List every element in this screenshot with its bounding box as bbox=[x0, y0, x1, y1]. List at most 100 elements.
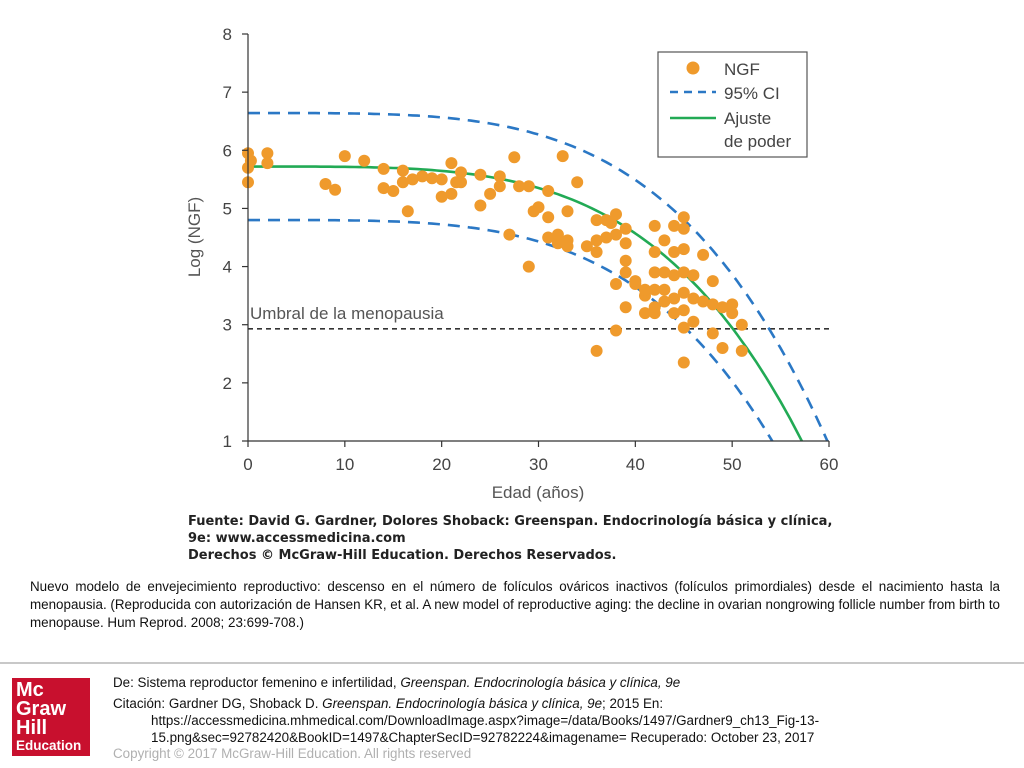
axes: Log (NGF) Edad (años) 1 2 3 4 5 6 7 8 0 10 20 30 40 5… bbox=[185, 25, 838, 502]
legend-ngf-label: NGF bbox=[724, 60, 760, 79]
footer-from-prefix: De: Sistema reproductor femenino e infer… bbox=[113, 675, 401, 690]
ngf-data-point bbox=[648, 219, 661, 232]
ngf-data-point bbox=[629, 275, 642, 288]
ngf-data-point bbox=[726, 307, 739, 320]
ngf-data-point bbox=[338, 150, 351, 163]
mcgraw-hill-logo: Mc Graw Hill Education bbox=[12, 678, 90, 756]
ngf-data-point bbox=[668, 269, 681, 282]
logo-line-1: Mc bbox=[16, 679, 44, 701]
x-tick-label: 10 bbox=[335, 455, 354, 474]
ngf-data-point bbox=[445, 187, 458, 200]
footer-citation-prefix: Citación: Gardner DG, Shoback D bbox=[113, 696, 315, 711]
legend-fit-label-line2: de poder bbox=[724, 132, 791, 151]
power-fit-curve bbox=[248, 165, 804, 441]
ngf-data-point bbox=[513, 180, 526, 193]
ngf-data-point bbox=[590, 246, 603, 258]
ngf-data-point bbox=[600, 231, 613, 244]
ngf-data-point bbox=[735, 318, 748, 331]
footer-citation: Citación: Gardner DG, Shoback D. Greensp… bbox=[113, 696, 663, 711]
footer-from: De: Sistema reproductor femenino e infer… bbox=[113, 675, 680, 690]
ngf-data-point bbox=[455, 166, 467, 179]
ngf-data-point bbox=[648, 246, 661, 258]
ngf-data-point bbox=[396, 176, 409, 189]
ngf-data-point bbox=[668, 307, 681, 320]
ngf-data-point bbox=[542, 211, 555, 224]
ngf-data-point bbox=[716, 301, 729, 314]
ngf-data-point bbox=[551, 228, 564, 241]
ngf-data-point bbox=[329, 183, 342, 196]
ngf-data-point bbox=[377, 182, 390, 195]
ngf-data-point bbox=[726, 298, 739, 311]
ngf-data-point bbox=[319, 178, 332, 190]
menopause-threshold-label: Umbral de la menopausia bbox=[250, 304, 444, 323]
ngf-data-point bbox=[542, 185, 555, 197]
ngf-data-point bbox=[244, 154, 257, 167]
ngf-data-point bbox=[648, 266, 661, 279]
ngf-data-point bbox=[619, 266, 632, 279]
ngf-data-point bbox=[668, 219, 681, 232]
ngf-data-point bbox=[706, 275, 719, 288]
ngf-data-point bbox=[605, 217, 618, 229]
ngf-data-point bbox=[561, 234, 574, 247]
ngf-data-point bbox=[716, 342, 729, 354]
ngf-data-point bbox=[508, 151, 521, 164]
footer-citation-rest: ; 2015 En: bbox=[602, 696, 664, 711]
ngf-data-point bbox=[677, 266, 690, 279]
ngf-data-point bbox=[396, 164, 409, 177]
footer-url-line-2: 15.png&sec=92782420&BookID=1497&ChapterS… bbox=[151, 730, 815, 745]
ngf-data-point bbox=[571, 176, 584, 189]
ngf-data-point bbox=[658, 295, 671, 308]
ngf-data-point bbox=[619, 301, 632, 314]
y-tick-label: 2 bbox=[223, 374, 232, 393]
ngf-data-point bbox=[648, 283, 661, 296]
ngf-data-point bbox=[677, 356, 690, 369]
ngf-data-point bbox=[706, 298, 719, 311]
ngf-data-point bbox=[261, 147, 274, 160]
y-tick-label: 6 bbox=[223, 141, 232, 160]
ngf-data-point bbox=[474, 199, 487, 212]
ngf-data-point bbox=[697, 295, 710, 308]
logo-line-4: Education bbox=[16, 738, 82, 753]
y-tick-label: 1 bbox=[223, 432, 232, 451]
ngf-data-point bbox=[435, 190, 448, 203]
ngf-data-point bbox=[610, 278, 622, 290]
ngf-data-point bbox=[610, 324, 622, 337]
ngf-data-point bbox=[687, 315, 700, 328]
footer-url-line-1: https://accessmedicina.mhmedical.com/Dow… bbox=[151, 713, 820, 728]
footer-citation-sep: . bbox=[314, 696, 323, 711]
x-axis-label: Edad (años) bbox=[492, 483, 585, 502]
logo-line-2: Graw bbox=[16, 698, 67, 720]
legend-box bbox=[657, 51, 808, 158]
ngf-data-point bbox=[580, 240, 593, 253]
ngf-data-point bbox=[484, 187, 497, 200]
x-tick-label: 20 bbox=[432, 455, 451, 474]
ngf-data-point bbox=[493, 170, 506, 183]
footer-citation-book: Greenspan. Endocrinología básica y clíni… bbox=[322, 696, 603, 711]
source-line-2: 9e: www.accessmedicina.com bbox=[188, 531, 406, 546]
ngf-data-point bbox=[677, 222, 690, 235]
ngf-data-point bbox=[358, 154, 371, 167]
x-tick-label: 60 bbox=[820, 455, 839, 474]
x-tick-label: 40 bbox=[626, 455, 645, 474]
ngf-data-point bbox=[435, 173, 448, 186]
plot-area: Umbral de la menopausia bbox=[242, 111, 829, 441]
ngf-data-point bbox=[561, 205, 574, 218]
footer-from-book: Greenspan. Endocrinología básica y clíni… bbox=[400, 675, 681, 690]
x-tick-label: 50 bbox=[723, 455, 742, 474]
ngf-data-point bbox=[706, 327, 719, 340]
ngf-data-point bbox=[658, 266, 671, 279]
ngf-data-point bbox=[677, 243, 690, 256]
legend-fit-label: Ajuste bbox=[724, 109, 771, 128]
y-tick-label: 3 bbox=[223, 316, 232, 335]
x-tick-label: 0 bbox=[243, 455, 252, 474]
ngf-data-point bbox=[735, 344, 748, 357]
ngf-data-point bbox=[377, 162, 390, 175]
y-tick-label: 5 bbox=[223, 199, 232, 218]
x-tick-label: 30 bbox=[529, 455, 548, 474]
source-line-3: Derechos © McGraw-Hill Education. Derech… bbox=[188, 548, 617, 563]
ngf-data-point bbox=[455, 176, 467, 189]
ngf-data-point bbox=[658, 234, 671, 247]
ngf-data-point bbox=[610, 228, 622, 241]
ngf-data-point bbox=[639, 283, 651, 296]
y-tick-label: 4 bbox=[223, 258, 232, 277]
